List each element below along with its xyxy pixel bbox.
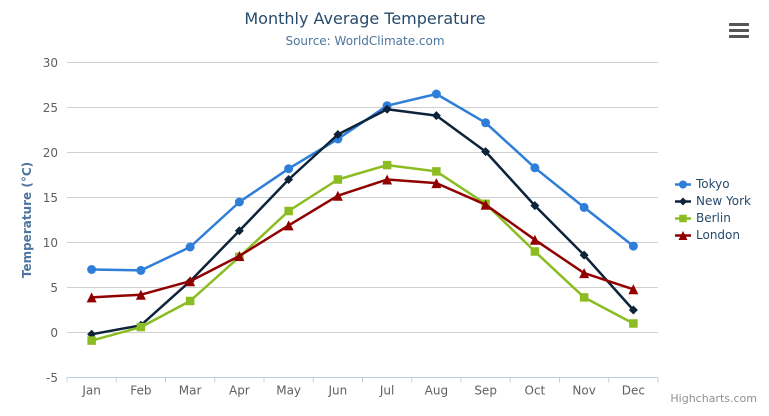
data-point-marker	[333, 130, 343, 139]
series-tokyo[interactable]	[87, 89, 638, 275]
data-point-marker	[628, 241, 638, 251]
legend-label: Berlin	[696, 211, 731, 225]
data-point-marker	[135, 289, 146, 300]
data-point-marker	[679, 197, 687, 206]
data-point-marker	[679, 214, 687, 223]
y-tick-label: 10	[43, 236, 58, 250]
data-point-marker	[480, 199, 491, 210]
series-line-new-york	[90, 108, 635, 336]
data-point-marker	[579, 202, 589, 212]
x-tick-label: Jul	[379, 384, 394, 398]
data-point-marker	[431, 111, 441, 121]
data-point-marker	[431, 178, 442, 189]
y-axis-title: Temperature (°C)	[20, 161, 34, 279]
x-tick-label: Apr	[229, 384, 250, 398]
y-tick-label: -5	[46, 371, 58, 385]
data-point-marker	[87, 265, 97, 274]
data-point-marker	[234, 226, 244, 236]
chart-title: Monthly Average Temperature	[244, 9, 486, 28]
highcharts-credit-link[interactable]: Highcharts.com	[670, 392, 757, 405]
data-point-marker	[678, 231, 688, 240]
data-point-marker	[628, 305, 638, 315]
data-point-marker	[185, 242, 195, 252]
legend-item-berlin[interactable]: Berlin	[674, 210, 751, 227]
data-point-marker	[284, 175, 294, 184]
data-point-marker	[530, 247, 540, 256]
data-point-marker	[529, 234, 540, 245]
data-point-marker	[332, 190, 343, 201]
data-point-marker	[679, 180, 687, 189]
data-point-marker	[185, 296, 195, 306]
data-point-marker	[382, 174, 393, 185]
y-axis-labels: -5 0 5 10 15 20 25 30	[43, 56, 58, 385]
data-point-marker	[87, 336, 96, 345]
data-point-marker	[579, 250, 589, 260]
y-tick-label: 5	[50, 281, 58, 295]
legend-item-new-york[interactable]: New York	[674, 193, 751, 210]
series-line-tokyo	[90, 92, 635, 272]
x-tick-label: Sep	[474, 384, 497, 398]
y-tick-label: 30	[43, 56, 58, 70]
y-tick-label: 0	[50, 326, 58, 340]
x-tick-label: Oct	[525, 384, 546, 398]
hamburger-icon	[729, 22, 749, 26]
legend-item-london[interactable]: London	[674, 227, 751, 244]
hamburger-icon	[729, 28, 749, 32]
data-point-marker	[283, 220, 294, 231]
x-tick-label: Feb	[130, 384, 151, 398]
data-point-marker	[530, 163, 540, 173]
legend-item-tokyo[interactable]: Tokyo	[674, 176, 751, 193]
x-tick-label: Jan	[81, 384, 101, 398]
berlin-series-marker-icon	[675, 214, 691, 223]
x-axis	[66, 377, 659, 383]
x-tick-label: Nov	[572, 384, 595, 398]
chart-context-menu-button[interactable]	[727, 17, 751, 43]
hamburger-icon	[729, 34, 749, 38]
x-tick-label: Aug	[425, 384, 448, 398]
data-point-marker	[284, 164, 294, 174]
data-point-marker	[481, 147, 491, 157]
y-tick-label: 20	[43, 146, 58, 160]
data-point-marker	[579, 293, 589, 302]
data-point-marker	[382, 104, 392, 114]
legend-label: New York	[696, 194, 751, 208]
y-tick-label: 25	[43, 101, 58, 115]
data-point-marker	[333, 175, 343, 184]
data-point-marker	[481, 118, 491, 128]
x-tick-label: May	[276, 384, 301, 398]
series-line-london	[90, 178, 635, 299]
y-gridlines	[67, 62, 658, 378]
chart-subtitle: Source: WorldClimate.com	[285, 34, 445, 48]
series-london[interactable]	[86, 174, 639, 303]
data-point-marker	[530, 201, 540, 211]
y-tick-label: 15	[43, 191, 58, 205]
series-new-york[interactable]	[87, 104, 638, 339]
x-tick-label: Jun	[328, 384, 348, 398]
data-point-marker	[579, 268, 590, 279]
x-axis-labels: Jan Feb Mar Apr May Jun Jul Aug Sep Oct Nov Dec	[81, 384, 645, 398]
data-point-marker	[382, 160, 392, 170]
legend-label: London	[696, 228, 740, 242]
data-point-marker	[284, 206, 293, 216]
data-point-marker	[136, 265, 146, 275]
tokyo-series-marker-icon	[675, 180, 691, 189]
data-point-marker	[136, 322, 146, 332]
london-series-marker-icon	[675, 231, 691, 240]
new-york-series-marker-icon	[675, 197, 691, 206]
x-tick-label: Dec	[622, 384, 645, 398]
data-point-marker	[185, 276, 196, 287]
series-line-berlin	[90, 163, 635, 342]
data-point-marker	[234, 251, 245, 261]
data-point-marker	[86, 292, 97, 303]
legend-label: Tokyo	[696, 177, 730, 191]
data-point-marker	[628, 284, 639, 295]
data-point-marker	[431, 89, 441, 99]
data-point-marker	[432, 167, 441, 176]
legend: Tokyo New York Berlin London	[674, 176, 751, 244]
x-tick-label: Mar	[179, 384, 202, 398]
data-point-marker	[629, 319, 638, 328]
data-point-marker	[234, 197, 244, 207]
